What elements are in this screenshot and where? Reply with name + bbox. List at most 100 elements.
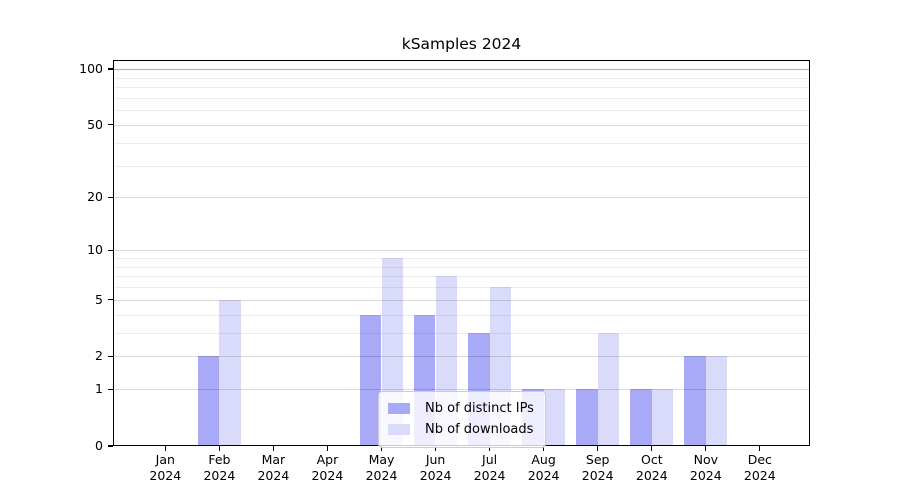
x-tick-mark	[435, 446, 437, 451]
x-tick-mark	[218, 446, 221, 451]
bar-distinct-ips	[197, 356, 220, 446]
bar-distinct-ips	[576, 389, 598, 446]
x-tick-month: Sep	[585, 452, 610, 467]
x-tick-month: May	[368, 452, 395, 467]
x-tick-year: 2024	[149, 467, 182, 483]
gridline-minor	[113, 257, 810, 259]
x-tick-year: 2024	[257, 467, 290, 483]
y-tick-mark	[108, 388, 113, 390]
gridline-minor	[113, 287, 810, 288]
x-tick-label: May 2024	[352, 452, 412, 483]
x-tick-month: Dec	[747, 452, 772, 467]
x-tick-label: Jul 2024	[460, 452, 520, 483]
bar-downloads	[219, 299, 241, 446]
gridline-major	[113, 124, 810, 126]
gridline-major	[113, 389, 810, 391]
legend: Nb of distinct IPs Nb of downloads	[378, 391, 546, 448]
x-tick-year: 2024	[527, 467, 560, 483]
bar-distinct-ips	[630, 389, 652, 446]
legend-swatch	[388, 403, 410, 414]
x-tick-year: 2024	[635, 467, 668, 483]
x-tick-label: Aug 2024	[514, 452, 574, 483]
gridline-minor	[113, 87, 810, 88]
plot-area	[113, 60, 810, 446]
bar-distinct-ips	[684, 356, 706, 446]
gridline-minor	[113, 276, 810, 278]
x-tick-mark	[164, 446, 166, 451]
chart-title: kSamples 2024	[401, 35, 522, 53]
gridline-minor	[113, 97, 810, 99]
gridline-minor	[113, 314, 810, 316]
y-tick-mark	[108, 124, 113, 126]
x-tick-year: 2024	[689, 467, 722, 483]
x-tick-month: Jul	[482, 452, 498, 467]
y-tick-mark	[108, 196, 113, 198]
y-tick-label: 2	[95, 348, 103, 364]
x-tick-month: Aug	[531, 452, 556, 467]
x-tick-year: 2024	[743, 467, 776, 483]
bar-downloads	[543, 389, 566, 446]
x-tick-mark	[759, 446, 761, 451]
y-tick-mark	[108, 299, 113, 301]
x-tick-label: Sep 2024	[568, 452, 628, 483]
gridline-minor	[113, 110, 810, 112]
y-tick-label: 50	[87, 116, 103, 132]
x-tick-label: Feb 2024	[189, 452, 249, 483]
x-tick-mark	[326, 446, 329, 451]
gridline-minor	[113, 165, 810, 167]
bar-downloads	[705, 356, 728, 446]
legend-label: Nb of downloads	[425, 422, 534, 437]
x-tick-month: Jan	[155, 452, 175, 467]
y-tick-label: 100	[79, 61, 103, 76]
legend-row: Nb of distinct IPs	[388, 398, 536, 419]
gridline-minor	[113, 332, 810, 334]
x-tick-month: Jun	[425, 452, 446, 467]
x-tick-mark	[489, 446, 491, 451]
x-tick-year: 2024	[311, 467, 344, 483]
y-tick-mark	[108, 355, 113, 357]
y-tick-mark	[108, 445, 113, 447]
gridline-major	[113, 299, 810, 301]
x-tick-year: 2024	[419, 467, 452, 483]
legend-swatch	[388, 424, 410, 435]
gridline-major	[113, 69, 810, 70]
x-tick-label: Jan 2024	[135, 452, 195, 483]
gridline-major	[113, 197, 810, 199]
legend-row: Nb of downloads	[388, 419, 536, 440]
y-tick-label: 1	[95, 381, 103, 397]
x-tick-year: 2024	[365, 467, 398, 483]
legend-rows: Nb of distinct IPs Nb of downloads	[388, 398, 536, 440]
x-tick-mark	[705, 446, 707, 451]
x-tick-label: Nov 2024	[676, 452, 736, 483]
x-tick-label: Oct 2024	[622, 452, 682, 483]
bar-downloads	[651, 389, 674, 446]
legend-label: Nb of distinct IPs	[425, 401, 534, 416]
gridline-minor	[113, 142, 810, 144]
x-tick-month: Apr	[316, 452, 339, 467]
x-tick-mark	[651, 446, 653, 451]
x-tick-mark	[597, 446, 599, 451]
x-tick-year: 2024	[203, 467, 236, 483]
x-tick-month: Oct	[640, 452, 663, 467]
x-tick-year: 2024	[473, 467, 506, 483]
x-tick-mark	[272, 446, 275, 451]
y-tick-mark	[108, 68, 113, 70]
y-tick-label: 0	[95, 438, 103, 453]
gridline-minor	[113, 266, 810, 268]
x-tick-label: Jun 2024	[406, 452, 466, 483]
y-tick-label: 5	[95, 291, 103, 307]
gridline-minor	[113, 77, 810, 79]
x-tick-label: Dec 2024	[730, 452, 790, 483]
x-tick-label: Apr 2024	[297, 452, 357, 483]
gridline-major	[113, 356, 810, 358]
x-tick-label: Mar 2024	[243, 452, 303, 483]
y-tick-mark	[108, 249, 113, 251]
bar-distinct-ips	[359, 314, 382, 446]
y-tick-label: 20	[87, 189, 103, 205]
bar-downloads	[597, 332, 620, 446]
gridline-major	[113, 250, 810, 252]
x-tick-mark	[381, 446, 383, 451]
x-tick-month: Feb	[208, 452, 231, 467]
x-tick-month: Mar	[261, 452, 286, 467]
